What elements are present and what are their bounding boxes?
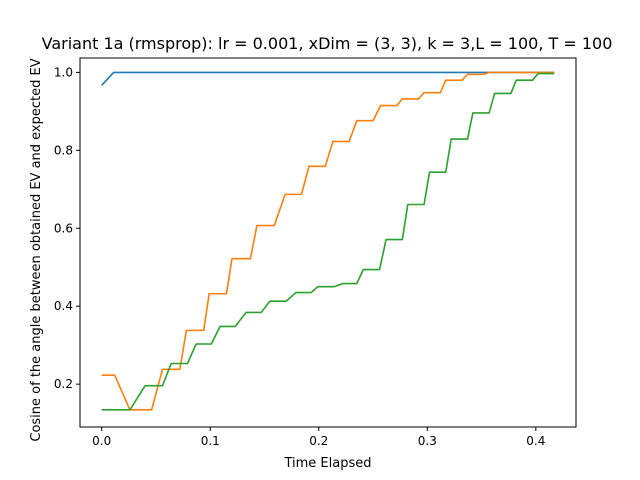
y-axis-label: Cosine of the angle between obtained EV … — [29, 58, 44, 441]
y-tick-label: 0.6 — [54, 221, 73, 235]
x-axis-label: Time Elapsed — [283, 456, 371, 471]
chart-title: Variant 1a (rmsprop): lr = 0.001, xDim =… — [42, 34, 613, 53]
plot-series-group — [101, 71, 555, 411]
x-axis-ticks: 0.0 0.1 0.2 0.3 0.4 — [92, 427, 545, 448]
y-tick-label: 1.0 — [54, 65, 73, 79]
x-tick-label: 0.3 — [418, 434, 437, 448]
y-tick-label: 0.2 — [54, 377, 73, 391]
plot-area-frame — [79, 57, 577, 428]
x-tick-label: 0.2 — [309, 434, 328, 448]
x-tick-label: 0.0 — [92, 434, 111, 448]
x-tick-label: 0.1 — [201, 434, 220, 448]
y-tick-label: 0.8 — [54, 143, 73, 157]
series-line-1 — [101, 71, 555, 86]
y-axis-ticks: 0.2 0.4 0.6 0.8 1.0 — [54, 65, 80, 391]
series-line-2 — [101, 71, 555, 411]
x-tick-label: 0.4 — [526, 434, 545, 448]
y-tick-label: 0.4 — [54, 299, 73, 313]
series-line-3 — [101, 72, 555, 411]
